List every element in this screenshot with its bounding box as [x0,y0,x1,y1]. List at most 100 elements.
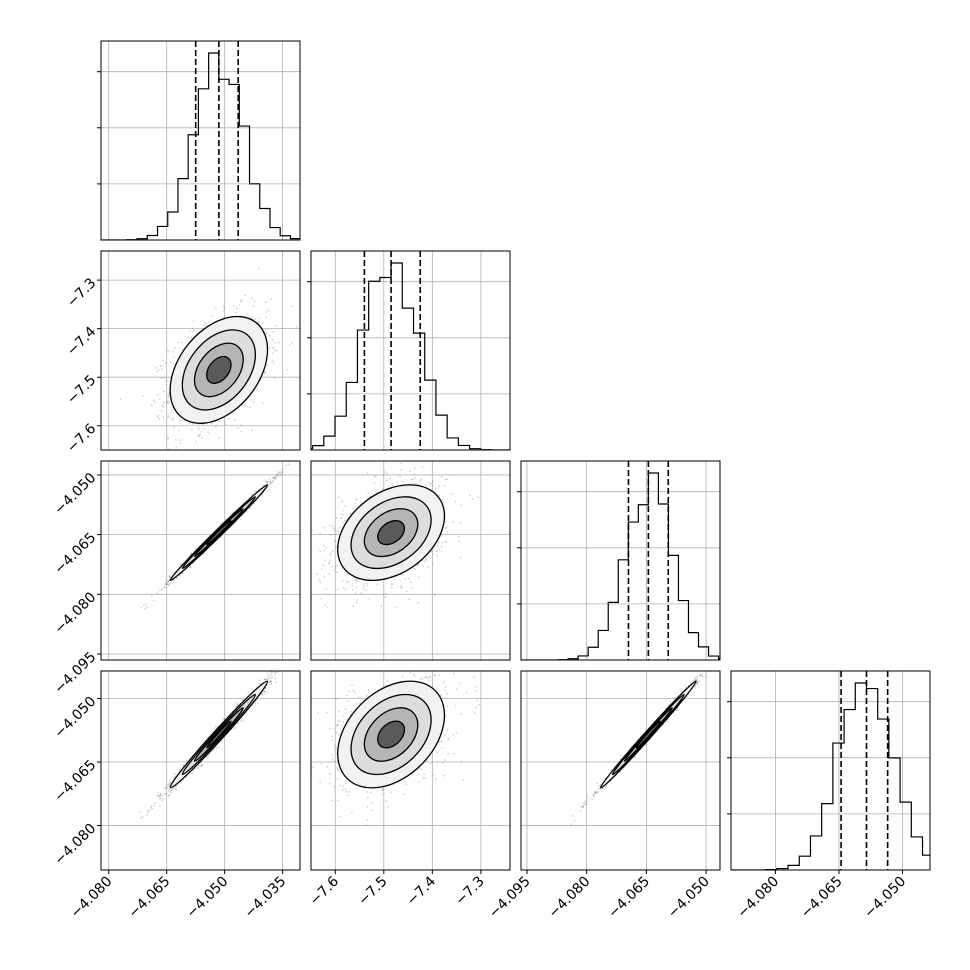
scatter-point [198,434,201,437]
scatter-point [276,349,278,352]
scatter-point [223,307,226,310]
scatter-point [205,322,208,325]
scatter-point [325,546,327,549]
scatter-point [368,598,371,600]
scatter-point [266,481,269,484]
scatter-point [179,439,182,442]
scatter-point [442,541,444,544]
scatter-point [163,798,166,800]
scatter-point [328,561,331,564]
scatter-point [163,376,166,379]
scatter-point [329,554,332,556]
scatter-point [352,605,355,608]
scatter-point [341,579,344,582]
scatter-point [335,546,338,549]
scatter-point [156,416,159,418]
scatter-point [431,480,434,483]
scatter-point [427,566,429,568]
scatter-point [274,681,277,684]
scatter-point [223,718,226,720]
panel-background [521,461,720,660]
scatter-point [287,463,290,466]
scatter-point [236,307,238,310]
scatter-point [271,359,274,362]
scatter-point [246,313,249,315]
scatter-point [365,589,368,591]
scatter-point [197,434,200,437]
scatter-point [406,590,408,593]
scatter-point [257,321,260,324]
scatter-point [156,370,158,373]
panel-background [101,671,300,870]
scatter-point [352,508,354,510]
scatter-point [320,568,323,571]
scatter-point [457,535,460,538]
scatter-point [150,595,153,598]
scatter-point [316,573,319,575]
scatter-point [341,500,344,503]
scatter-point [141,394,144,397]
scatter-point [251,429,253,432]
scatter-point [223,421,226,423]
scatter-point [460,504,462,507]
scatter-point [396,481,399,484]
scatter-point [234,419,236,422]
scatter-point [254,490,257,492]
scatter-point [213,748,216,751]
scatter-point [269,481,272,483]
panel-frame [100,250,301,451]
scatter-point [409,581,412,584]
scatter-point [286,368,288,371]
scatter-point [334,540,337,543]
scatter-point [265,316,267,318]
scatter-point [268,680,271,683]
scatter-point [200,430,203,433]
scatter-point [382,487,384,490]
scatter-point [167,583,170,586]
scatter-point [156,393,159,396]
scatter-point [340,513,343,516]
scatter-point [451,493,454,496]
scatter-point [328,572,331,575]
scatter-point [437,541,440,544]
scatter-point [177,342,180,344]
scatter-point [227,417,230,420]
panel-frame [520,460,721,661]
scatter-point [359,500,362,503]
scatter-point [172,362,175,365]
scatter-point [157,414,160,417]
scatter-point [237,722,239,724]
scatter-point [418,479,421,482]
scatter-point [140,816,142,819]
scatter-point [389,477,391,480]
scatter-point [338,496,340,499]
scatter-point [285,464,288,467]
scatter-point [355,601,358,604]
scatter-point [336,517,338,520]
scatter-point [197,764,200,767]
scatter-point [270,298,273,300]
scatter-point [165,361,167,364]
scatter-point [431,485,434,487]
scatter-point [264,371,266,374]
scatter-point [214,426,217,428]
scatter-point [180,419,183,422]
scatter-point [356,580,359,583]
scatter-point [164,586,166,589]
scatter-point [373,482,376,485]
scatter-point [189,565,192,568]
scatter-point [238,304,241,306]
scatter-point [428,484,431,486]
scatter-point [273,349,276,352]
scatter-point [214,725,217,728]
scatter-point [408,598,411,601]
scatter-point [272,362,275,364]
scatter-point [245,510,248,513]
scatter-point [240,430,243,433]
scatter-point [261,693,264,696]
scatter-point [391,482,394,485]
scatter-point [342,509,345,512]
scatter-point [236,704,239,707]
scatter-point [155,367,158,369]
scatter-point [391,484,394,487]
